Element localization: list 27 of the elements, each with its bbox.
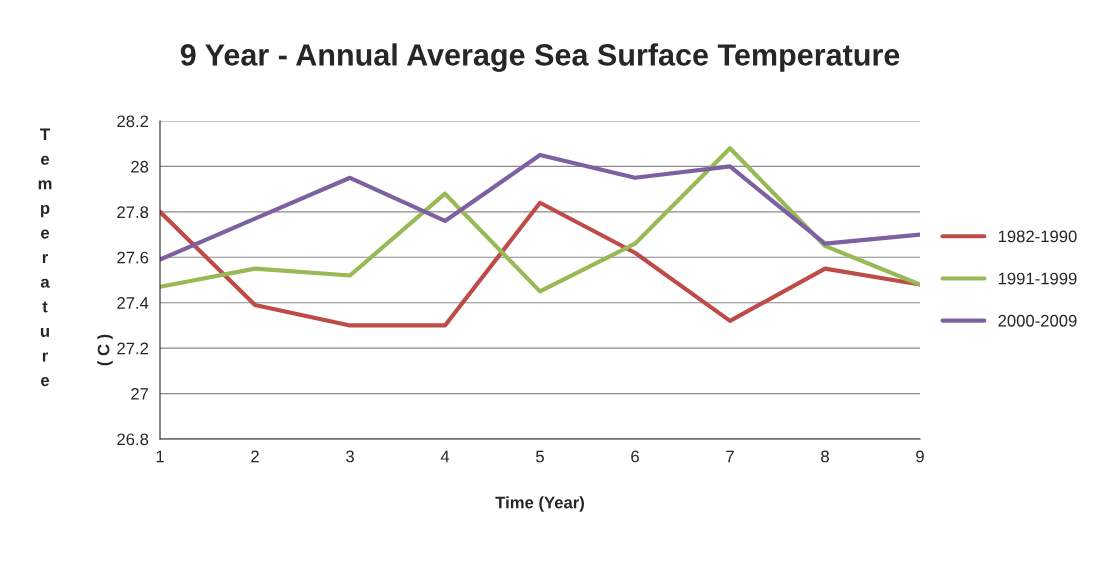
text: Temperature xyxy=(38,128,52,387)
y-tick-label: 26.8 xyxy=(117,433,149,446)
chart-title: 9 Year - Annual Average Sea Surface Temperature xyxy=(180,43,900,72)
x-tick-label: 8 xyxy=(821,450,829,463)
x-axis-title: Time (Year) xyxy=(495,496,584,512)
y-tick-label: 27 xyxy=(131,387,149,400)
line-series xyxy=(160,200,920,328)
x-tick-label: 4 xyxy=(440,450,450,463)
x-tick-label: 6 xyxy=(631,450,639,463)
x-tick-label: 1 xyxy=(156,450,164,463)
line-series xyxy=(160,152,920,262)
y-tick-label: 28 xyxy=(131,160,149,173)
legend-label: 1991-1999 xyxy=(998,272,1077,285)
line-series xyxy=(160,146,920,294)
legend-label: 1982-1990 xyxy=(998,230,1077,243)
y-tick-label: 27.6 xyxy=(117,251,149,264)
x-tick-label: 7 xyxy=(726,450,734,463)
y-tick-label: 27.2 xyxy=(117,342,149,355)
y-tick-label: 27.4 xyxy=(117,297,149,309)
y-tick-label: 28.2 xyxy=(117,115,149,128)
x-tick-label: 3 xyxy=(346,450,354,463)
x-tick-label: 5 xyxy=(536,450,544,463)
text: ( C ) xyxy=(97,334,113,366)
y-tick-label: 27.8 xyxy=(117,206,149,219)
x-tick-label: 9 xyxy=(916,450,924,463)
x-tick-label: 2 xyxy=(251,450,259,463)
legend-label: 2000-2009 xyxy=(998,314,1077,327)
